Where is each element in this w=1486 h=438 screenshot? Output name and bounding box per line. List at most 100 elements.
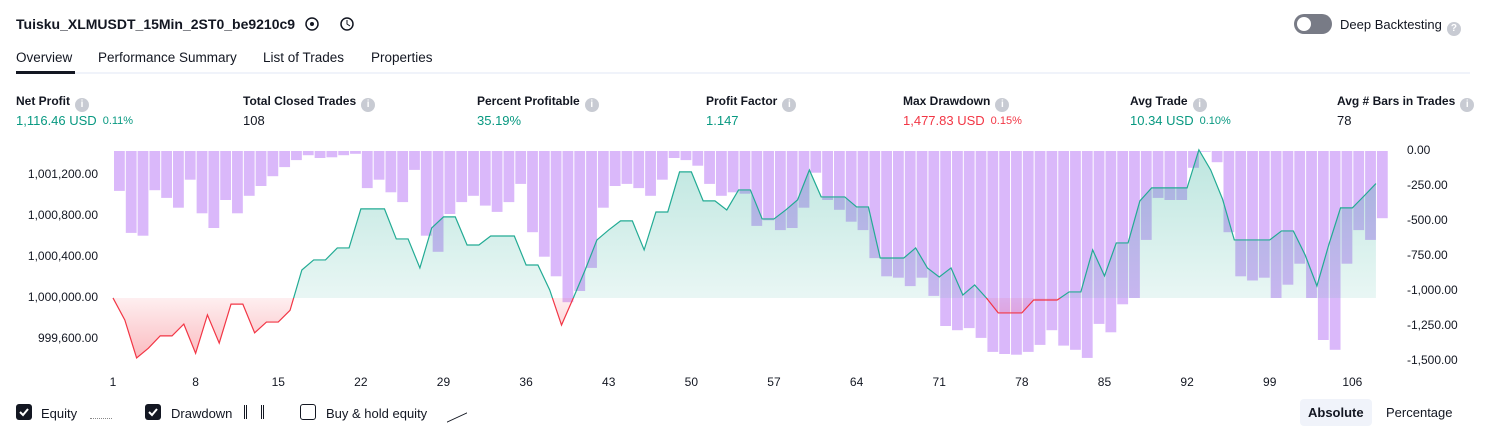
- drawdown-bar: [456, 151, 468, 203]
- drawdown-bar: [1011, 151, 1022, 355]
- y2-tick-label: -1,000.00: [1407, 283, 1458, 297]
- drawdown-bar: [350, 151, 361, 154]
- drawdown-bar: [1282, 151, 1294, 285]
- metric-label: Percent Profitable i: [477, 94, 599, 112]
- drawdown-bar: [314, 151, 326, 158]
- y2-tick-label: -250.00: [1407, 178, 1448, 192]
- x-tick-label: 64: [850, 375, 864, 389]
- info-icon[interactable]: i: [1192, 98, 1207, 112]
- drawdown-bar: [881, 151, 893, 277]
- drawdown-bar: [869, 151, 881, 259]
- drawdown-bar: [232, 151, 243, 214]
- legend-label[interactable]: Buy & hold equity: [326, 406, 428, 421]
- y2-tick-label: -1,250.00: [1407, 318, 1458, 332]
- drawdown-bar: [373, 151, 385, 180]
- x-tick-label: 50: [685, 375, 699, 389]
- x-tick-label: 85: [1098, 375, 1112, 389]
- drawdown-bar: [1117, 151, 1129, 305]
- checkbox[interactable]: [145, 404, 161, 420]
- info-icon[interactable]: i: [1460, 98, 1475, 112]
- y-tick-label: 1,000,000.00: [28, 290, 98, 304]
- metric-label-text: Avg Trade: [1130, 94, 1188, 108]
- drawdown-bar: [1247, 151, 1258, 281]
- checkbox[interactable]: [16, 404, 32, 420]
- drawdown-bar: [656, 151, 668, 180]
- metric-label: Avg # Bars in Trades i: [1337, 94, 1475, 112]
- drawdown-bar: [385, 151, 397, 193]
- drawdown-bar: [491, 151, 503, 212]
- drawdown-bar: [1199, 151, 1211, 152]
- metric-value: 10.34 USD: [1130, 113, 1194, 128]
- drawdown-bar: [255, 151, 267, 186]
- header-icons[interactable]: [302, 14, 362, 34]
- drawdown-bar: [326, 151, 338, 158]
- y2-tick-label: -1,500.00: [1407, 353, 1458, 367]
- info-icon[interactable]: i: [584, 98, 599, 112]
- drawdown-bar: [1211, 151, 1223, 163]
- info-icon[interactable]: i: [361, 98, 376, 112]
- drawdown-bar: [338, 151, 350, 156]
- tab[interactable]: Overview: [16, 50, 73, 65]
- drawdown-bar: [597, 151, 609, 208]
- metric-label: Net Profit i: [16, 94, 89, 112]
- y2-tick-label: 0.00: [1407, 143, 1431, 157]
- drawdown-bar: [149, 151, 161, 191]
- info-icon[interactable]: i: [995, 98, 1010, 112]
- drawdown-bar: [715, 151, 727, 196]
- drawdown-bar: [1176, 151, 1188, 200]
- drawdown-bar: [550, 151, 562, 277]
- drawdown-bar: [161, 151, 173, 198]
- drawdown-bar: [208, 151, 220, 228]
- drawdown-bar: [928, 151, 940, 296]
- drawdown-bar: [538, 151, 550, 257]
- y2-tick-label: -750.00: [1407, 248, 1448, 262]
- drawdown-bar: [1105, 151, 1117, 333]
- drawdown-bar: [999, 151, 1011, 354]
- drawdown-bar: [267, 151, 279, 177]
- drawdown-bar: [786, 151, 798, 228]
- tab-underline: [16, 71, 75, 74]
- drawdown-bar: [562, 151, 574, 303]
- metric-label: Avg Trade i: [1130, 94, 1207, 112]
- drawdown-bar: [527, 151, 538, 233]
- mode-button[interactable]: Percentage: [1386, 405, 1453, 420]
- drawdown-bar: [1022, 151, 1034, 352]
- drawdown-bar: [904, 151, 916, 287]
- drawdown-bar: [668, 151, 680, 158]
- drawdown-bar: [173, 151, 184, 208]
- metric-label-text: Max Drawdown: [903, 94, 991, 108]
- drawdown-bar: [1188, 151, 1199, 168]
- x-tick-label: 29: [437, 375, 451, 389]
- x-tick-label: 57: [767, 375, 781, 389]
- drawdown-bar: [114, 151, 125, 191]
- checkbox[interactable]: [300, 404, 316, 420]
- drawdown-bar: [645, 151, 656, 196]
- x-tick-label: 106: [1342, 375, 1362, 389]
- legend-label[interactable]: Equity: [41, 406, 78, 421]
- drawdown-bar: [822, 151, 833, 200]
- drawdown-bar: [810, 151, 822, 173]
- y-tick-label: 1,001,200.00: [28, 167, 98, 181]
- drawdown-bar: [727, 151, 739, 193]
- drawdown-bar: [704, 151, 715, 184]
- metric-pct: 0.11%: [102, 115, 134, 127]
- legend-label[interactable]: Drawdown: [171, 406, 233, 421]
- tab[interactable]: List of Trades: [263, 50, 345, 65]
- mode-button[interactable]: Absolute: [1300, 399, 1372, 426]
- drawdown-bar: [1294, 151, 1306, 264]
- drawdown-bar: [1046, 151, 1058, 331]
- info-icon[interactable]: i: [75, 98, 89, 112]
- info-icon[interactable]: i: [782, 98, 797, 112]
- drawdown-bar: [586, 151, 597, 268]
- drawdown-bar: [361, 151, 373, 189]
- drawdown-bar: [798, 151, 810, 208]
- tab[interactable]: Performance Summary: [98, 50, 237, 65]
- toggle[interactable]: [1294, 14, 1332, 34]
- drawdown-bar: [503, 151, 515, 203]
- y-tick-label: 1,000,400.00: [28, 249, 98, 263]
- tab[interactable]: Properties: [371, 50, 433, 65]
- drawdown-bar: [420, 151, 432, 236]
- drawdown-bar: [1270, 151, 1282, 298]
- drawdown-bar: [680, 151, 692, 161]
